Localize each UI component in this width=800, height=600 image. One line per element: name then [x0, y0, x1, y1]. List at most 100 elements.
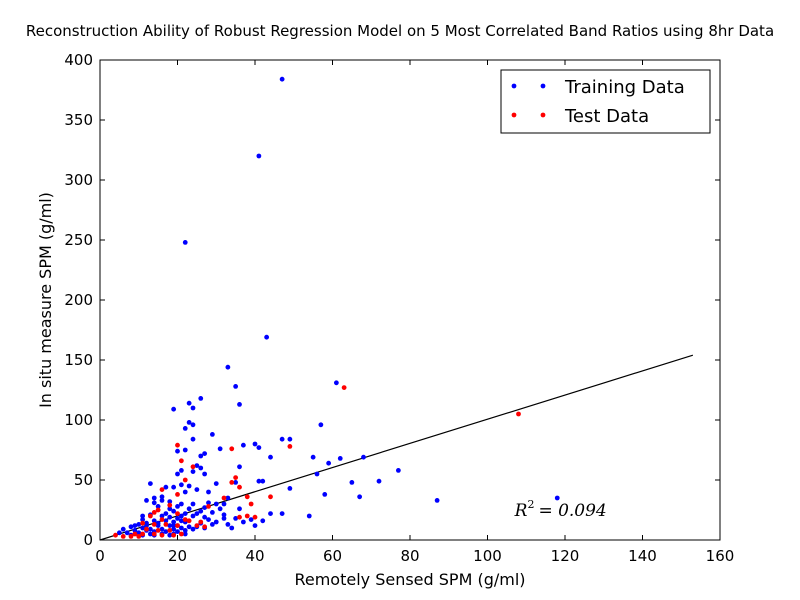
training-point [287, 486, 293, 491]
training-point [217, 446, 223, 452]
test-point [147, 513, 153, 519]
x-tick-label: 0 [95, 547, 105, 565]
training-point [190, 526, 196, 532]
test-point [113, 532, 118, 538]
training-point [147, 526, 153, 532]
training-point [233, 516, 239, 521]
r-symbol: R [514, 501, 528, 521]
test-point [163, 522, 169, 527]
test-point [190, 464, 196, 470]
training-point [337, 456, 343, 461]
training-point [279, 511, 285, 516]
training-point [163, 511, 169, 516]
test-point [248, 501, 254, 507]
test-point [178, 458, 184, 464]
x-tick-label: 120 [551, 547, 580, 565]
training-point [159, 526, 165, 532]
training-point [554, 495, 560, 501]
training-point [151, 518, 157, 524]
test-point [151, 510, 157, 515]
training-point [264, 334, 270, 340]
x-tick-label: 80 [400, 547, 419, 565]
training-point [221, 512, 227, 518]
x-tick-label: 160 [706, 547, 735, 565]
training-point [140, 513, 146, 519]
x-axis-label: Remotely Sensed SPM (g/ml) [294, 570, 525, 589]
y-tick-label: 400 [64, 51, 93, 69]
test-point [140, 531, 146, 537]
training-point [167, 499, 173, 504]
training-point [221, 501, 227, 507]
training-point [147, 531, 153, 537]
training-point [132, 528, 138, 533]
training-point [171, 519, 177, 525]
training-point [175, 504, 180, 509]
training-point [128, 524, 134, 530]
test-point [175, 442, 180, 448]
training-point [163, 529, 169, 534]
training-point [202, 451, 208, 456]
training-point [240, 442, 246, 448]
training-point [140, 525, 146, 531]
training-point [202, 505, 208, 510]
test-point [252, 514, 258, 520]
training-point [237, 506, 242, 512]
training-point [167, 532, 173, 538]
training-point [194, 511, 200, 516]
training-point [260, 478, 266, 484]
test-point [186, 518, 192, 524]
legend-training-label: Training Data [564, 77, 685, 98]
test-point [198, 519, 204, 525]
training-point [190, 405, 196, 411]
training-point [171, 484, 177, 490]
test-point [237, 514, 242, 520]
training-point [159, 494, 165, 500]
test-point [155, 507, 161, 513]
test-point [151, 531, 157, 537]
training-point [175, 529, 180, 534]
y-tick-label: 50 [74, 471, 93, 489]
training-point [116, 530, 122, 536]
training-point [120, 526, 126, 532]
training-point [147, 481, 153, 486]
training-point [182, 426, 188, 431]
test-point [233, 475, 239, 480]
training-point [256, 445, 262, 450]
training-point [171, 526, 177, 532]
training-point [198, 453, 204, 459]
training-point [182, 528, 188, 533]
test-point [237, 484, 242, 490]
training-point [182, 489, 188, 495]
test-point [175, 492, 180, 497]
training-point [136, 530, 142, 536]
training-point [279, 76, 285, 82]
training-point [306, 513, 312, 519]
training-point [167, 523, 173, 528]
training-point [186, 524, 192, 530]
test-point [229, 446, 235, 452]
training-point [175, 516, 180, 521]
training-point [182, 447, 188, 453]
training-point [318, 422, 324, 428]
training-point [190, 501, 196, 507]
training-point [237, 402, 242, 407]
training-point [206, 489, 211, 495]
chart-title: Reconstruction Ability of Robust Regress… [26, 22, 774, 40]
training-point [225, 364, 231, 370]
training-point [151, 495, 157, 501]
training-point [190, 436, 196, 442]
legend-training-marker [511, 83, 517, 89]
training-point [252, 523, 258, 528]
training-point [395, 468, 401, 473]
r-value: = 0.094 [538, 501, 606, 521]
training-point [182, 511, 188, 516]
test-point [140, 520, 146, 526]
test-point [194, 523, 200, 528]
training-point [322, 492, 328, 497]
training-point [213, 481, 219, 486]
y-tick-label: 350 [64, 111, 93, 129]
regression-line [99, 354, 694, 541]
legend: Training Data Test Data [500, 69, 711, 134]
training-point [155, 520, 161, 526]
